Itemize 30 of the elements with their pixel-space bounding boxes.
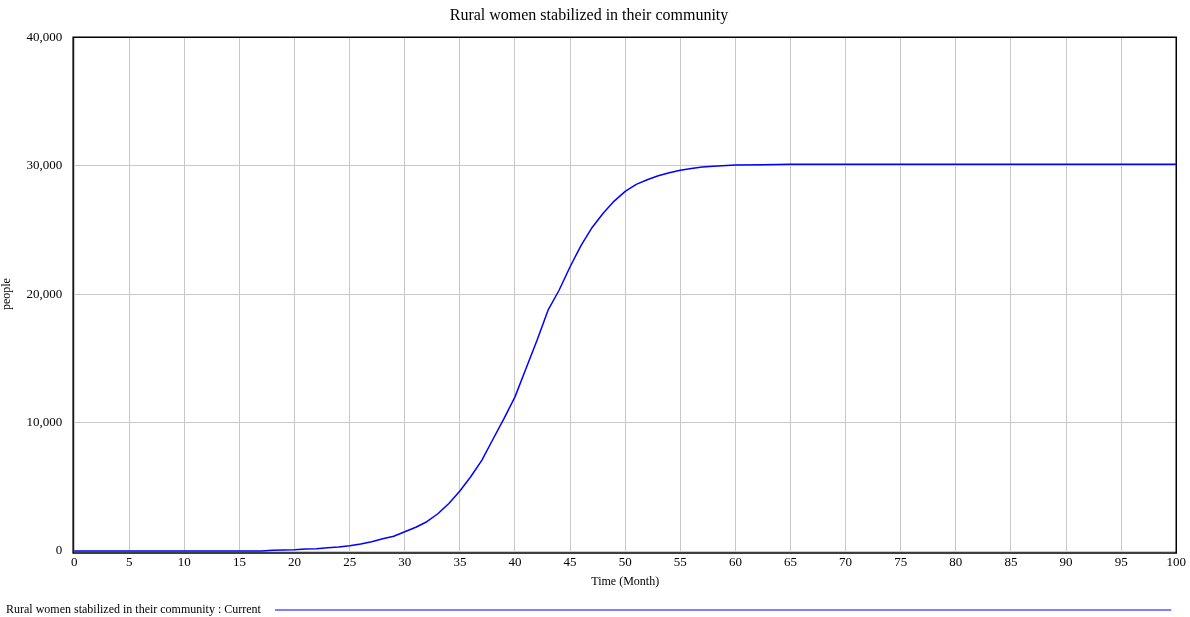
y-tick-label: 10,000 bbox=[26, 413, 63, 429]
x-axis-title: Time (Month) bbox=[591, 573, 660, 588]
x-tick-label: 90 bbox=[1059, 554, 1073, 570]
x-tick-label: 0 bbox=[70, 554, 78, 570]
x-tick-label: 95 bbox=[1114, 554, 1128, 570]
x-tick-label: 10 bbox=[177, 554, 191, 570]
x-tick-label: 100 bbox=[1166, 554, 1186, 570]
x-tick-label: 40 bbox=[508, 554, 522, 570]
text: Rural women stabilized in their community : Current bbox=[6, 602, 262, 617]
y-tick-label: 0 bbox=[55, 542, 63, 558]
y-axis-title: people bbox=[0, 278, 14, 311]
x-tick-label: 70 bbox=[839, 554, 853, 570]
y-tick-label: 20,000 bbox=[26, 285, 63, 301]
x-tick-label: 20 bbox=[288, 554, 302, 570]
x-tick-label: 60 bbox=[728, 554, 742, 570]
x-tick-label: 30 bbox=[398, 554, 412, 570]
x-tick-label: 65 bbox=[784, 554, 798, 570]
x-tick-label: 80 bbox=[949, 554, 963, 570]
x-tick-label: 5 bbox=[126, 554, 133, 570]
y-tick-label: 40,000 bbox=[26, 28, 63, 44]
x-tick-label: 50 bbox=[618, 554, 632, 570]
x-tick-label: 15 bbox=[232, 554, 246, 570]
x-tick-label: 45 bbox=[563, 554, 577, 570]
x-tick-label: 75 bbox=[894, 554, 908, 570]
x-tick-label: 85 bbox=[1004, 554, 1018, 570]
x-tick-label: 35 bbox=[453, 554, 467, 570]
x-tick-label: 55 bbox=[673, 554, 687, 570]
y-tick-label: 30,000 bbox=[26, 157, 63, 173]
x-tick-label: 25 bbox=[343, 554, 357, 570]
chart-title: Rural women stabilized in their community bbox=[449, 5, 729, 24]
